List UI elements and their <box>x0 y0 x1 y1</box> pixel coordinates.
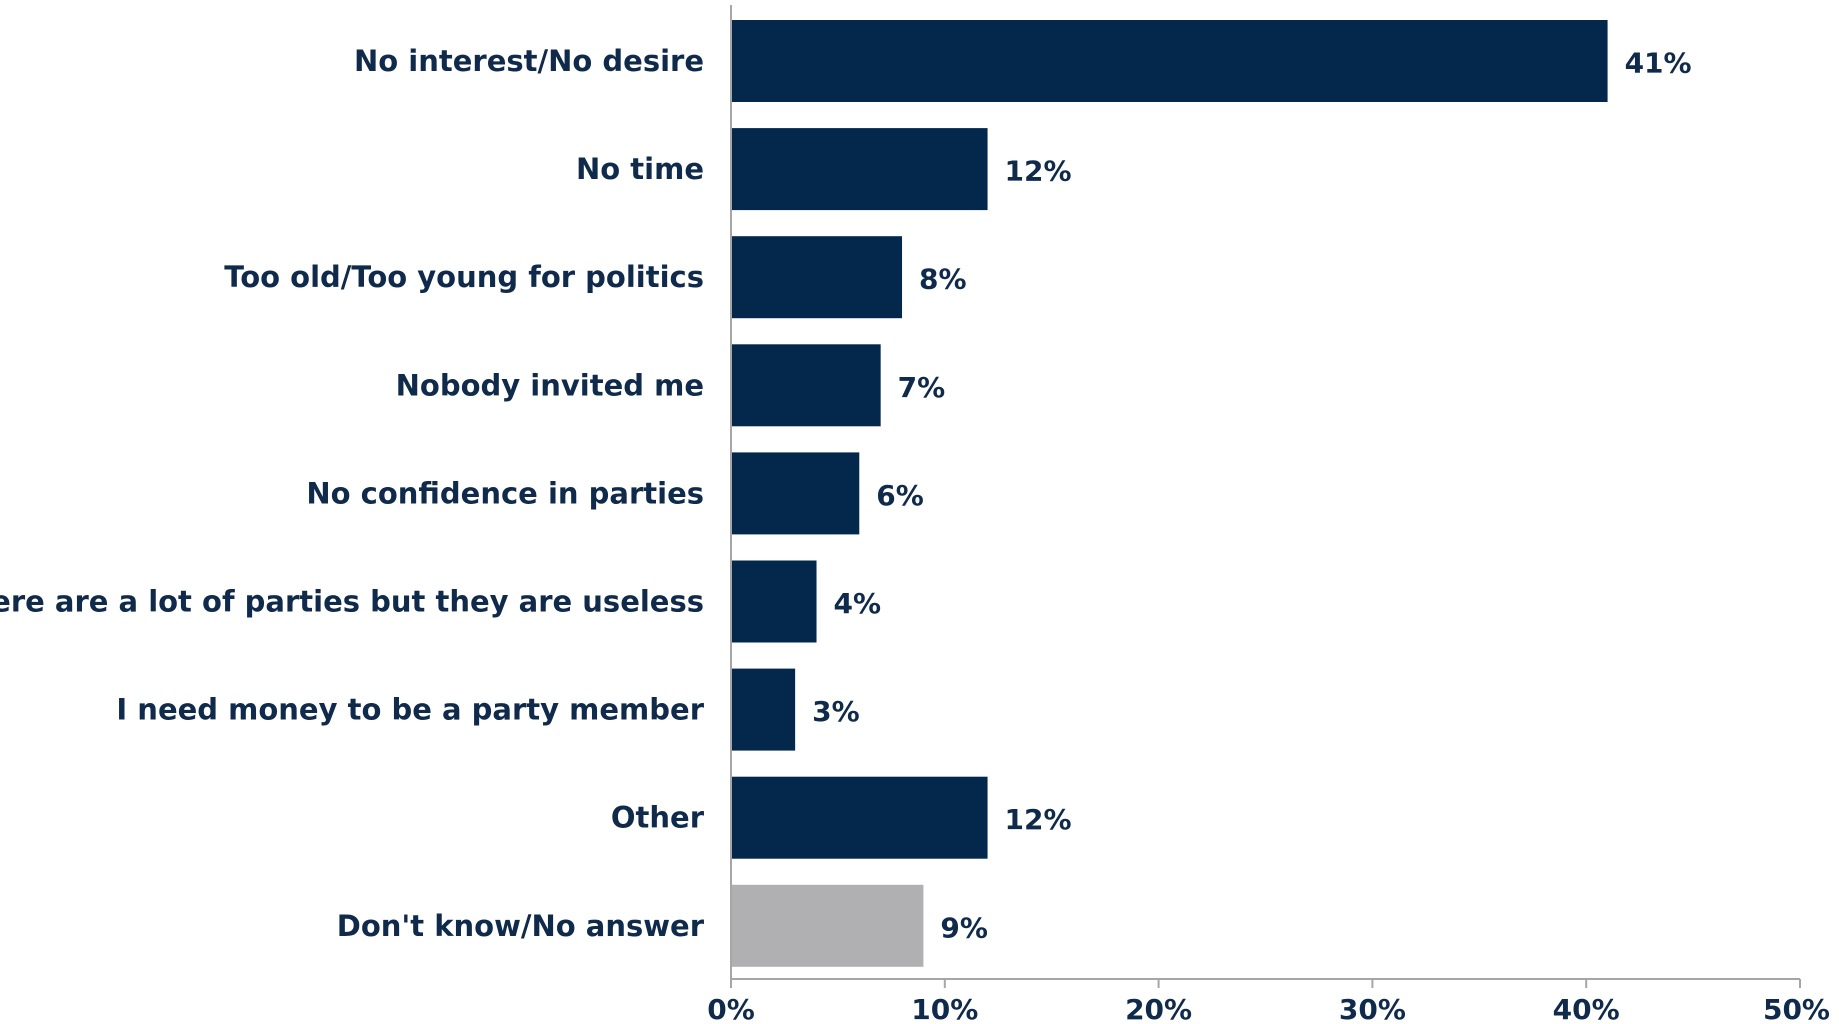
category-label: No time <box>576 152 704 186</box>
bar <box>731 344 881 427</box>
x-tick-label: 30% <box>1339 993 1406 1024</box>
x-tick-label: 10% <box>911 993 978 1024</box>
category-label: Other <box>611 801 705 835</box>
category-label: No confidence in parties <box>306 476 704 510</box>
bar <box>731 236 903 319</box>
value-label: 6% <box>876 479 924 512</box>
bar <box>731 884 924 967</box>
value-label: 4% <box>834 587 882 620</box>
category-label: Nobody invited me <box>396 368 704 402</box>
x-tick-label: 20% <box>1125 993 1192 1024</box>
category-label: There are a lot of parties but they are … <box>0 585 704 619</box>
value-label: 12% <box>1005 155 1072 188</box>
value-label: 8% <box>919 263 967 296</box>
bar <box>731 452 860 535</box>
value-label: 41% <box>1625 47 1692 80</box>
bar <box>731 776 988 859</box>
value-label: 3% <box>812 695 860 728</box>
value-label: 9% <box>940 911 988 944</box>
x-axis: 0% 10% 20% 30% 40% 50% <box>707 5 1830 1024</box>
bar <box>731 560 817 643</box>
category-label: I need money to be a party member <box>116 693 704 727</box>
bar <box>731 128 988 211</box>
value-labels-layer: 41% 12% 8% 7% 6% 4% 3% 12% 9% <box>812 47 1691 945</box>
bar <box>731 20 1608 102</box>
bars-layer <box>731 20 1608 967</box>
category-label: No interest/No desire <box>354 44 704 78</box>
x-tick-label: 40% <box>1553 993 1620 1024</box>
category-label: Too old/Too young for politics <box>224 260 704 294</box>
value-label: 7% <box>898 371 946 404</box>
value-label: 12% <box>1005 803 1072 836</box>
category-label: Don't know/No answer <box>337 909 705 943</box>
bar <box>731 668 796 751</box>
x-tick-label: 0% <box>707 993 755 1024</box>
x-tick-label: 50% <box>1763 993 1830 1024</box>
category-labels-layer: No interest/No desire No time Too old/Too … <box>0 44 705 943</box>
